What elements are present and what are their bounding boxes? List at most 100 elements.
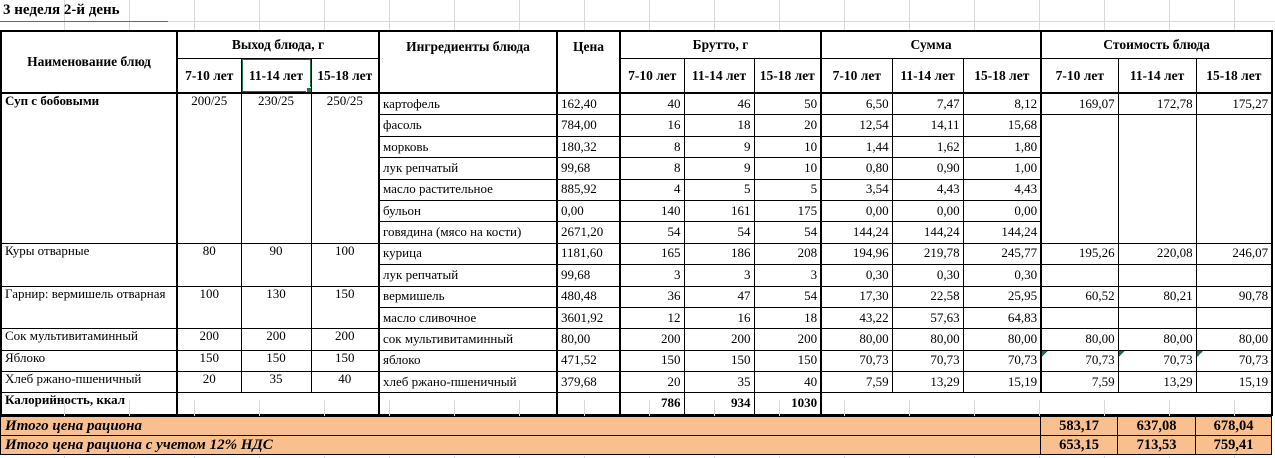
ingredient-cell[interactable]: говядина (мясо на кости) — [378, 221, 558, 244]
price-cell[interactable]: 3601,92 — [556, 306, 621, 330]
output-cell[interactable]: 200 — [310, 328, 380, 351]
ingredient-cell[interactable]: картофель — [378, 92, 558, 116]
price-cell[interactable]: 885,92 — [556, 178, 621, 201]
output-cell[interactable]: 250/25 — [310, 91, 380, 244]
cost-cell[interactable]: 60,52 — [1040, 285, 1119, 308]
sum-cell[interactable]: 0,00 — [962, 199, 1042, 223]
gross-cell[interactable]: 9 — [683, 157, 755, 180]
total-value-cell[interactable]: 583,17 — [1040, 416, 1118, 436]
cost-empty-cell[interactable] — [1117, 114, 1197, 244]
cost-cell[interactable]: 220,08 — [1117, 242, 1197, 266]
sum-cell[interactable]: 0,30 — [891, 264, 964, 287]
cost-cell[interactable]: 13,29 — [1117, 371, 1197, 394]
cost-cell[interactable]: 80,00 — [1040, 328, 1119, 351]
cost-empty-cell[interactable] — [1040, 114, 1119, 244]
sum-cell[interactable]: 0,00 — [820, 199, 893, 223]
sum-cell[interactable]: 15,19 — [962, 371, 1042, 394]
cost-cell[interactable]: 195,26 — [1040, 242, 1119, 266]
gross-cell[interactable]: 200 — [753, 328, 822, 351]
cost-empty-cell[interactable] — [1117, 306, 1197, 330]
cost-empty-cell[interactable] — [1040, 306, 1119, 330]
gross-cell[interactable]: 20 — [753, 114, 822, 137]
sum-cell[interactable]: 12,54 — [820, 114, 893, 137]
cost-empty-cell[interactable] — [1195, 306, 1273, 330]
sum-cell[interactable]: 3,54 — [820, 178, 893, 201]
cost-cell[interactable]: 175,27 — [1195, 92, 1273, 116]
gross-cell[interactable]: 200 — [683, 328, 755, 351]
cost-cell[interactable]: 7,59 — [1040, 371, 1119, 394]
gross-cell[interactable]: 20 — [619, 371, 685, 394]
dish-name-cell[interactable]: Хлеб ржано-пшеничный — [0, 371, 178, 394]
ingredient-cell[interactable]: масло растительное — [378, 178, 558, 201]
sum-cell[interactable]: 22,58 — [891, 285, 964, 308]
price-cell[interactable]: 162,40 — [556, 92, 621, 116]
output-cell[interactable]: 200 — [176, 328, 242, 351]
dish-name-cell[interactable]: Куры отварные — [0, 242, 178, 287]
cost-cell[interactable]: 70,73 — [1040, 349, 1119, 373]
sum-cell[interactable]: 219,78 — [891, 242, 964, 266]
price-cell[interactable]: 471,52 — [556, 349, 621, 373]
price-cell[interactable]: 2671,20 — [556, 221, 621, 244]
ingredient-cell[interactable]: хлеб ржано-пшеничный — [378, 371, 558, 394]
sum-cell[interactable]: 25,95 — [962, 285, 1042, 308]
sum-cell[interactable]: 70,73 — [820, 349, 893, 373]
price-cell[interactable]: 180,32 — [556, 135, 621, 159]
header-gross-age-15-18[interactable]: 15-18 лет — [753, 58, 822, 94]
header-price[interactable]: Цена — [556, 30, 621, 94]
selection-fill-handle[interactable] — [305, 87, 310, 93]
header-output-age-7-10[interactable]: 7-10 лет — [176, 58, 242, 94]
sum-cell[interactable]: 144,24 — [891, 221, 964, 244]
output-cell[interactable]: 230/25 — [240, 91, 312, 244]
gross-cell[interactable]: 150 — [753, 349, 822, 373]
cost-cell[interactable]: 169,07 — [1040, 92, 1119, 116]
ingredient-cell[interactable]: фасоль — [378, 114, 558, 137]
header-ingredients[interactable]: Ингредиенты блюда — [378, 30, 558, 94]
gross-cell[interactable]: 9 — [683, 135, 755, 159]
gross-cell[interactable]: 50 — [753, 92, 822, 116]
ingredient-cell[interactable]: вермишель — [378, 285, 558, 308]
header-cost-group[interactable]: Стоимость блюда — [1040, 30, 1273, 59]
sum-cell[interactable]: 194,96 — [820, 242, 893, 266]
sum-cell[interactable]: 15,68 — [962, 114, 1042, 137]
header-gross-age-11-14[interactable]: 11-14 лет — [683, 58, 755, 94]
output-cell[interactable]: 150 — [176, 349, 242, 373]
gross-cell[interactable]: 35 — [683, 371, 755, 394]
sum-cell[interactable]: 64,83 — [962, 306, 1042, 330]
sum-cell[interactable]: 1,00 — [962, 157, 1042, 180]
header-sum-age-7-10[interactable]: 7-10 лет — [820, 58, 893, 94]
sum-cell[interactable]: 1,44 — [820, 135, 893, 159]
sum-cell[interactable]: 57,63 — [891, 306, 964, 330]
cost-cell[interactable]: 80,00 — [1195, 328, 1273, 351]
header-cost-age-15-18[interactable]: 15-18 лет — [1195, 58, 1273, 94]
output-cell[interactable]: 100 — [310, 242, 380, 287]
header-gross-age-7-10[interactable]: 7-10 лет — [619, 58, 685, 94]
ingredient-cell[interactable]: лук репчатый — [378, 157, 558, 180]
price-cell[interactable]: 784,00 — [556, 114, 621, 137]
dish-name-cell[interactable]: Сок мультивитаминный — [0, 328, 178, 351]
gross-cell[interactable]: 175 — [753, 199, 822, 223]
output-cell[interactable]: 40 — [310, 371, 380, 394]
header-dish-name[interactable]: Наименование блюд — [0, 30, 178, 94]
output-cell[interactable]: 150 — [310, 349, 380, 373]
ingredient-cell[interactable]: лук репчатый — [378, 264, 558, 287]
price-cell[interactable]: 480,48 — [556, 285, 621, 308]
gross-cell[interactable]: 54 — [753, 285, 822, 308]
ingredient-cell[interactable]: курица — [378, 242, 558, 266]
sum-cell[interactable]: 7,59 — [820, 371, 893, 394]
header-output-age-15-18[interactable]: 15-18 лет — [310, 58, 380, 94]
sum-cell[interactable]: 43,22 — [820, 306, 893, 330]
ingredient-cell[interactable]: яблоко — [378, 349, 558, 373]
sum-cell[interactable]: 8,12 — [962, 92, 1042, 116]
cost-cell[interactable]: 172,78 — [1117, 92, 1197, 116]
header-sum-group[interactable]: Сумма — [820, 30, 1042, 59]
dish-name-cell[interactable]: Гарнир: вермишель отварная — [0, 285, 178, 330]
gross-cell[interactable]: 8 — [619, 157, 685, 180]
gross-cell[interactable]: 46 — [683, 92, 755, 116]
gross-cell[interactable]: 165 — [619, 242, 685, 266]
cost-cell[interactable]: 80,00 — [1117, 328, 1197, 351]
cost-empty-cell[interactable] — [1195, 114, 1273, 244]
gross-cell[interactable]: 40 — [753, 371, 822, 394]
gross-cell[interactable]: 47 — [683, 285, 755, 308]
sum-cell[interactable]: 245,77 — [962, 242, 1042, 266]
sum-cell[interactable]: 0,00 — [891, 199, 964, 223]
